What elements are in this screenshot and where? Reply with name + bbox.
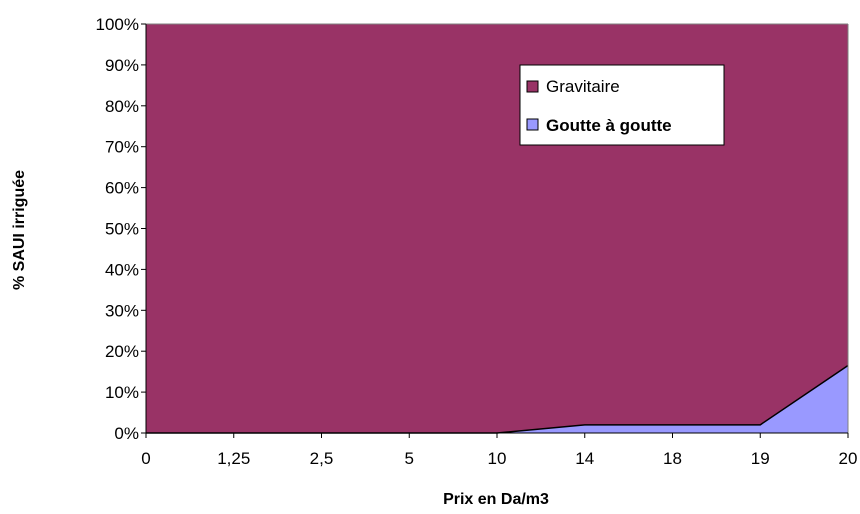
y-tick-label: 0% bbox=[114, 424, 139, 443]
series-area-gravitaire bbox=[146, 24, 848, 433]
y-axis-ticks: 0% 10% 20% 30% 40% 50% 60% 70% 80% 90% 100% bbox=[96, 15, 146, 443]
legend-label-gravitaire: Gravitaire bbox=[546, 77, 620, 96]
x-tick-label: 1,25 bbox=[217, 449, 250, 468]
y-tick-label: 60% bbox=[105, 179, 139, 198]
x-tick-label: 20 bbox=[839, 449, 858, 468]
legend-box bbox=[519, 64, 725, 146]
x-tick-label: 18 bbox=[663, 449, 682, 468]
y-tick-label: 100% bbox=[96, 15, 139, 34]
y-tick-label: 70% bbox=[105, 138, 139, 157]
y-tick-label: 50% bbox=[105, 220, 139, 239]
x-tick-label: 0 bbox=[141, 449, 150, 468]
x-axis-title: Prix en Da/m3 bbox=[443, 491, 549, 508]
y-axis-title: % SAUI irriguée bbox=[11, 170, 28, 290]
legend: Gravitaire Goutte à goutte bbox=[519, 64, 725, 146]
y-tick-label: 80% bbox=[105, 97, 139, 116]
y-tick-label: 30% bbox=[105, 301, 139, 320]
x-tick-label: 2,5 bbox=[310, 449, 334, 468]
legend-swatch-gravitaire bbox=[526, 80, 539, 93]
y-tick-label: 10% bbox=[105, 383, 139, 402]
legend-swatch-goutte-a-goutte bbox=[526, 118, 539, 131]
x-tick-label: 5 bbox=[405, 449, 414, 468]
series-area-goutte-a-goutte bbox=[146, 365, 848, 433]
legend-label-goutte-a-goutte: Goutte à goutte bbox=[546, 116, 672, 135]
x-axis-ticks: 0 1,25 2,5 5 10 14 18 19 20 bbox=[141, 433, 857, 468]
y-tick-label: 20% bbox=[105, 342, 139, 361]
series-layer bbox=[146, 23, 849, 434]
y-tick-label: 90% bbox=[105, 56, 139, 75]
y-tick-label: 40% bbox=[105, 260, 139, 279]
x-tick-label: 10 bbox=[488, 449, 507, 468]
x-tick-label: 19 bbox=[751, 449, 770, 468]
x-tick-label: 14 bbox=[575, 449, 594, 468]
